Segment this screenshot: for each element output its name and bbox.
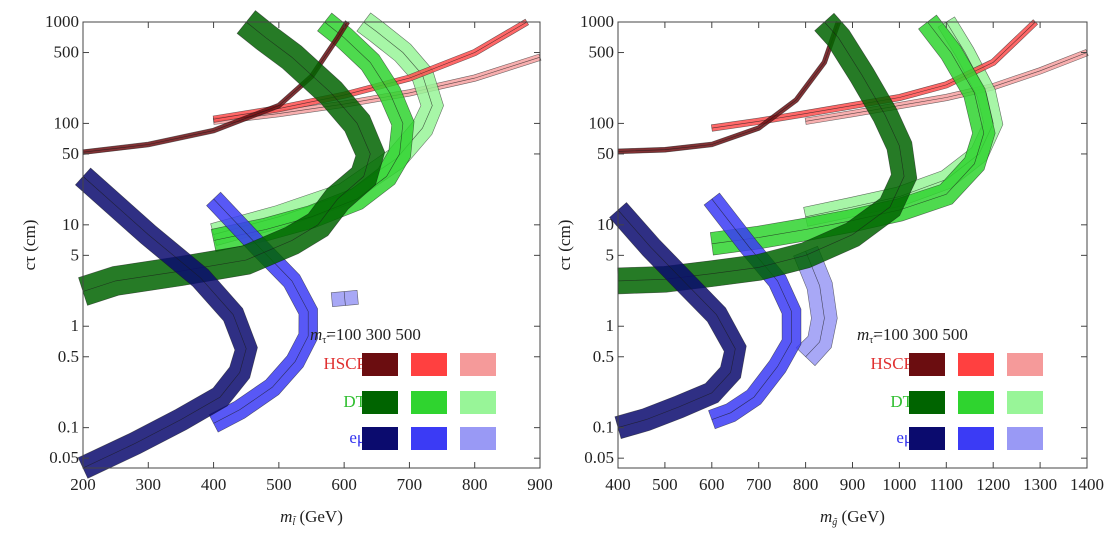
panel1-band-hscp-100 (82, 20, 350, 155)
panel2-legend-swatch-dt-2 (958, 391, 994, 414)
panel2-legend-swatch-hscp-2 (958, 353, 994, 376)
panel2-xtick-label: 900 (840, 475, 866, 494)
panel2-legend-swatch-dt-1 (909, 391, 945, 414)
panel1-xtick-label: 500 (266, 475, 292, 494)
panel2-legend-swatch-emu-3 (1007, 427, 1043, 450)
panel2-ytick-label: 100 (589, 113, 615, 132)
panel1-xtick-label: 900 (527, 475, 553, 494)
panel1-legend-header: mτ̃=100 300 500 (310, 325, 421, 346)
panel2-band-emu-500 (793, 245, 838, 367)
panel2-xtick-label: 1100 (930, 475, 963, 494)
panel1-band-emu-100 (74, 167, 258, 479)
panel1-legend-swatch-emu-1 (362, 427, 398, 450)
panel2-band-hscp-100 (617, 20, 842, 155)
panel1-band-dt-100 (78, 10, 386, 306)
panel2-legend-swatch-dt-3 (1007, 391, 1043, 414)
panel2-band-center-dt-300 (711, 21, 985, 245)
panel2-legend-swatch-hscp-3 (1007, 353, 1043, 376)
panel1-legend-label-hscp: HSCP (323, 354, 366, 373)
panel1-legend-swatch-dt-3 (460, 391, 496, 414)
panel2-y-axis-label: cτ (cm) (555, 220, 574, 271)
panel2-band-center-hscp-100 (617, 21, 839, 152)
panel1-ytick-label: 5 (71, 245, 80, 264)
panel1-ytick-label: 1 (71, 316, 80, 335)
panel2-legend-label-hscp: HSCP (870, 354, 913, 373)
panel1-ytick-label: 100 (54, 113, 80, 132)
panel2-legend-swatch-emu-1 (909, 427, 945, 450)
panel1-band-center-hscp-100 (82, 21, 348, 153)
panel1-ytick-label: 0.5 (58, 347, 79, 366)
panel1-group: 200 300 400 500 600 700 800 900 0.05 0.1 0.5 1 5 10 50… (20, 10, 553, 528)
panel1-legend-swatch-hscp-3 (460, 353, 496, 376)
panel2-legend-label-emu: eμ (896, 428, 913, 447)
panel1-ytick-label: 500 (54, 43, 80, 62)
panel2-xtick-label: 600 (699, 475, 725, 494)
panel1-ytick-label: 0.1 (58, 418, 79, 437)
panel2-xtick-label: 400 (605, 475, 631, 494)
panel2-legend-swatch-emu-2 (958, 427, 994, 450)
panel2-xtick-label: 800 (793, 475, 819, 494)
panel1-xtick-label: 300 (136, 475, 162, 494)
panel2-xtick-label: 500 (652, 475, 678, 494)
panel2-legend-swatch-hscp-1 (909, 353, 945, 376)
panel1-band-center-emu-100 (82, 176, 247, 469)
panel2-legend-header: mτ̃=100 300 500 (857, 325, 968, 346)
panel1-legend-swatch-hscp-1 (362, 353, 398, 376)
panel1-xtick-label: 400 (201, 475, 227, 494)
panel2-ytick-label: 10 (597, 215, 614, 234)
panel2-band-center-emu-500 (805, 251, 825, 358)
panel1-xtick-label: 800 (462, 475, 488, 494)
panel2-ytick-label: 5 (606, 245, 615, 264)
panel1-xtick-label: 200 (70, 475, 96, 494)
panel1-legend-swatch-hscp-2 (411, 353, 447, 376)
panel2-band-dt-100 (617, 12, 918, 295)
panel2-group: 400 500 600 700 800 900 1000 1100 1200 1300 14000.… (555, 12, 1104, 528)
panel1-band-emu-300 (206, 191, 319, 433)
panel2-ytick-label: 1 (606, 316, 615, 335)
panel1-ytick-label: 0.05 (49, 448, 79, 467)
panel1-xtick-label: 600 (331, 475, 357, 494)
panel2-xtick-label: 1300 (1023, 475, 1057, 494)
panel1-xtick-label: 700 (397, 475, 423, 494)
panel2-ytick-label: 0.5 (593, 347, 614, 366)
panel1-legend-label-emu: eμ (349, 428, 366, 447)
panel2-band-emu-300 (703, 192, 802, 430)
panel1-legend-swatch-dt-2 (411, 391, 447, 414)
panel1-y-axis-label: cτ (cm) (20, 220, 39, 271)
panel1-band-center-emu-500 (343, 291, 346, 306)
panel2-xtick-label: 1200 (976, 475, 1010, 494)
panel1-legend-swatch-dt-1 (362, 391, 398, 414)
panel2-ytick-label: 1000 (580, 12, 614, 31)
panel1-ytick-label: 1000 (45, 12, 79, 31)
panel2-band-center-emu-100 (617, 209, 736, 428)
panel1-legend-swatch-emu-3 (460, 427, 496, 450)
panel2-band-center-dt-100 (617, 21, 905, 282)
panel1-ytick-label: 10 (62, 215, 79, 234)
panel1-x-axis-label: ml̃ (GeV) (280, 507, 343, 528)
panel2-band-center-hscp-500 (805, 52, 1088, 122)
panel2-legend-label-dt: DT (890, 392, 913, 411)
panel2-ytick-label: 500 (589, 43, 615, 62)
panel1-band-center-hscp-500 (213, 56, 541, 122)
panel2-xtick-label: 1400 (1070, 475, 1104, 494)
panel2-xtick-label: 700 (746, 475, 772, 494)
panel2-band-emu-100 (609, 202, 747, 439)
panel1-ytick-label: 50 (62, 144, 79, 163)
panel2-x-axis-label: mg̃ (GeV) (820, 507, 885, 528)
panel1-legend-label-dt: DT (343, 392, 366, 411)
panel2-ytick-label: 0.1 (593, 418, 614, 437)
panel2-ytick-label: 50 (597, 144, 614, 163)
panel2-ytick-label: 0.05 (584, 448, 614, 467)
panel2-xtick-label: 1000 (882, 475, 916, 494)
panel1-legend-swatch-emu-2 (411, 427, 447, 450)
panel1-plot-frame (82, 21, 541, 469)
